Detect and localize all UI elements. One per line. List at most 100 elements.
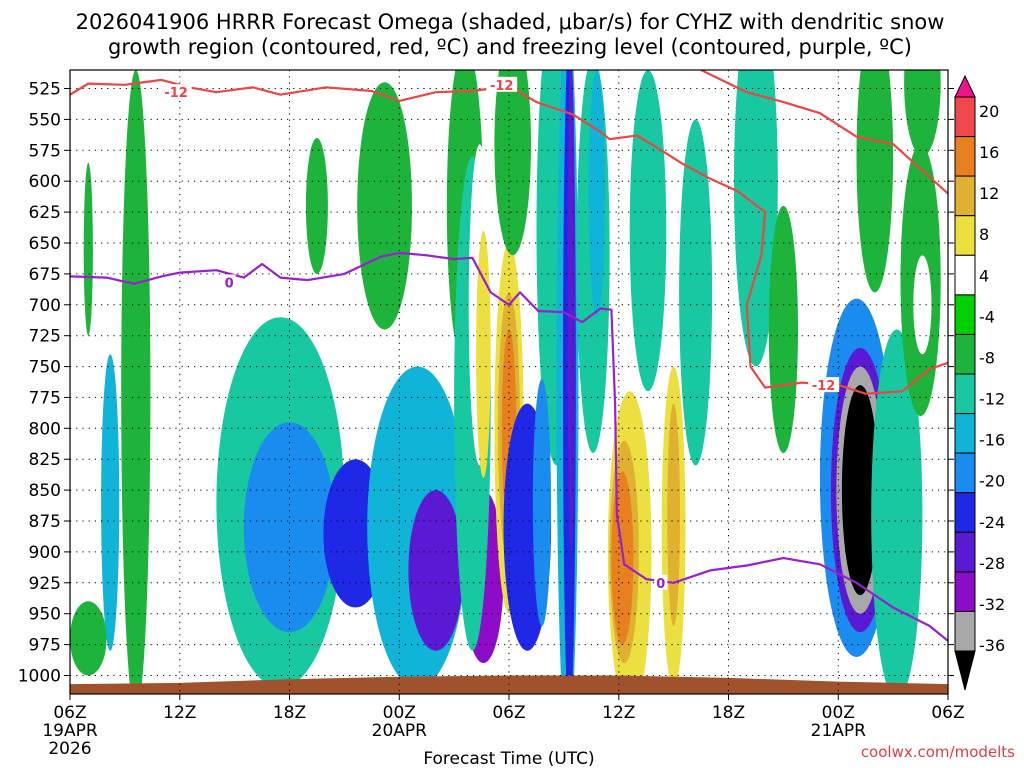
y-tick-label-925: 925	[29, 574, 61, 594]
y-tick-label-700: 700	[29, 296, 61, 316]
omega-cell-0	[101, 354, 120, 651]
contour-label-1: -12	[490, 79, 514, 94]
y-tick-label-600: 600	[29, 172, 61, 192]
y-tick-label-650: 650	[29, 234, 61, 254]
x-date-label-3: 20APR	[372, 721, 428, 741]
colorbar-label-8: 8	[979, 225, 989, 244]
omega-cell-14	[357, 82, 412, 330]
y-tick-label-875: 875	[29, 512, 61, 532]
omega-cell-42	[734, 70, 778, 367]
contour-label-bg-2	[808, 377, 840, 393]
omega-cell-19	[476, 230, 491, 478]
y-tick-label-825: 825	[29, 450, 61, 470]
omega-cell-24	[494, 70, 531, 256]
x-date-label-0: 19APR	[42, 721, 98, 741]
contour-label-bg-1	[486, 76, 518, 92]
y-tick-label-900: 900	[29, 543, 61, 563]
colorbar-label--20: -20	[979, 472, 1005, 491]
freezing-level-contour	[70, 251, 948, 642]
x-tick-label-5: 12Z	[602, 703, 635, 723]
omega-cell-43	[768, 205, 799, 454]
y-tick-label-1000: 1000	[18, 667, 61, 687]
colorbar-band-8	[954, 413, 976, 454]
y-tick-label-725: 725	[29, 327, 61, 347]
x-tick-label-6: 18Z	[712, 703, 745, 723]
colorbar-label--28: -28	[979, 554, 1005, 573]
y-tick-label-850: 850	[29, 481, 61, 501]
colorbar-label--12: -12	[979, 390, 1005, 409]
dgz-minus12-contour	[70, 78, 948, 395]
colorbar-label-16: 16	[979, 143, 999, 162]
x-tick-label-7: 00Z	[822, 703, 855, 723]
omega-cell-47	[841, 385, 879, 596]
y-tick-label-750: 750	[29, 358, 61, 378]
omega-cell-39	[691, 490, 766, 664]
contour-label-0: -12	[164, 86, 188, 101]
omega-cell-30	[567, 70, 575, 552]
omega-cell-5	[70, 601, 107, 676]
y-tick-label-525: 525	[29, 80, 61, 100]
contour-label-2: -12	[812, 379, 836, 394]
x-tick-label-8: 06Z	[931, 703, 964, 723]
omega-cell-8	[243, 422, 336, 633]
colorbar-label--4: -4	[979, 307, 995, 326]
omega-cell-13	[305, 137, 328, 274]
contour-label-bg-3	[222, 274, 236, 290]
contour-label-bg-0	[160, 84, 192, 100]
colorbar-band-1	[954, 136, 976, 177]
colorbar-label-12: 12	[979, 184, 999, 203]
colorbar-label--36: -36	[979, 636, 1005, 655]
y-tick-label-950: 950	[29, 605, 61, 625]
contour-label-3: 0	[225, 277, 234, 292]
colorbar-label--32: -32	[979, 595, 1005, 614]
x-tick-label-0: 06Z	[53, 703, 86, 723]
chart-title-line2: growth region (contoured, red, ºC) and f…	[108, 35, 912, 59]
omega-cell-52	[913, 255, 932, 355]
omega-cell-48	[871, 329, 923, 694]
x-tick-label-1: 12Z	[163, 703, 196, 723]
y-tick-label-575: 575	[29, 141, 61, 161]
omega-cell-49	[856, 70, 894, 293]
grid	[70, 70, 948, 694]
y-tick-label-800: 800	[29, 419, 61, 439]
omega-cell-50	[904, 70, 941, 157]
x-date-label-7: 21APR	[811, 721, 867, 741]
colorbar-bottom-arrow	[954, 650, 976, 691]
contour-lines	[70, 70, 948, 642]
colorbar-band-3	[954, 215, 976, 256]
x-tick-label-3: 00Z	[383, 703, 416, 723]
omega-cell-15	[421, 243, 433, 342]
omega-cell-38	[667, 403, 680, 626]
omega-cell-4	[83, 162, 93, 336]
colorbar-band-7	[954, 373, 976, 415]
omega-cell-40	[629, 70, 667, 392]
omega-cell-3	[121, 70, 151, 694]
colorbar-band-2	[954, 175, 976, 217]
contour-label-bg-4	[654, 574, 668, 590]
colorbar-band-6	[954, 333, 976, 375]
colorbar-band-11	[954, 531, 976, 573]
omega-cell-6	[166, 446, 178, 583]
colorbar-band-0	[954, 96, 976, 138]
colorbar-label--8: -8	[979, 349, 995, 368]
y-tick-label-625: 625	[29, 203, 61, 223]
x-tick-label-4: 06Z	[492, 703, 525, 723]
dgz-minus12-contour-top	[700, 70, 948, 195]
x-year-label-0: 2026	[48, 739, 91, 759]
omega-cell-32	[588, 70, 605, 318]
omega-cell-11	[408, 490, 464, 651]
colorbar-label-20: 20	[979, 102, 999, 121]
colorbar-band-13	[954, 610, 976, 652]
chart-title-line1: 2026041906 HRRR Forecast Omega (shaded, …	[76, 10, 945, 34]
colorbar-top-arrow	[954, 74, 976, 98]
omega-cell-41	[679, 119, 713, 466]
pressure-axis: 525 550 575 600 625 650 675 700 725 750 775 800 825 8…	[18, 80, 954, 687]
colorbar-band-9	[954, 452, 976, 494]
omega-colorbar: 20 16 12 8 4 -4 -8 -12 -16 -20 -24 -28 -32 -36	[954, 74, 1005, 691]
x-axis-label: Forecast Time (UTC)	[423, 749, 594, 768]
colorbar-label--24: -24	[979, 513, 1005, 532]
colorbar-band-5	[954, 294, 976, 335]
y-tick-label-775: 775	[29, 388, 61, 408]
